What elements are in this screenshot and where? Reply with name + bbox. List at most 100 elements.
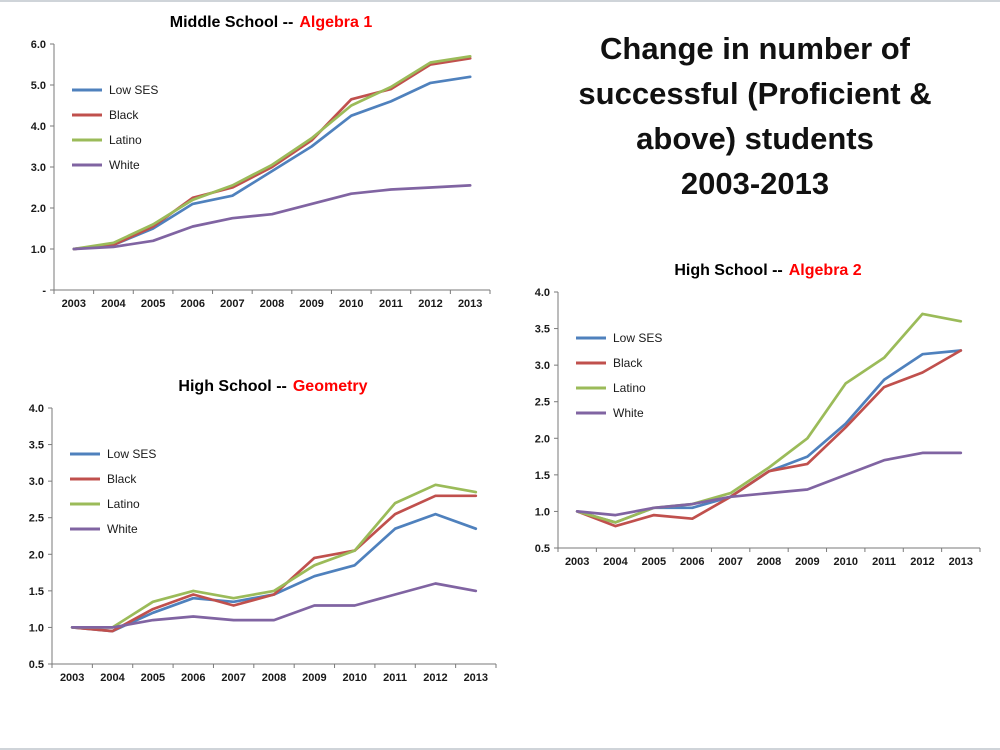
y-tick-label: 2.5 xyxy=(29,513,44,525)
chart-middle-school-algebra1: Middle School -- Algebra 1 - 1.0 2.0 3.0 4.0 5… xyxy=(8,8,500,318)
x-tick-label: 2010 xyxy=(833,556,857,568)
legend-label: Black xyxy=(613,356,643,370)
x-tick-label: 2013 xyxy=(464,672,488,684)
chart-high-school-algebra2: High School -- Algebra 2 0.5 1.0 1.5 2.0 2.5 3… xyxy=(512,256,990,576)
x-tick-label: 2004 xyxy=(100,672,125,684)
y-tick-label: 1.5 xyxy=(29,586,44,598)
x-tick-label: 2003 xyxy=(60,672,84,684)
y-tick-label: 3.0 xyxy=(29,476,44,488)
y-tick-label: 0.5 xyxy=(535,543,550,555)
y-tick-label: 3.5 xyxy=(29,440,44,452)
legend-label: Black xyxy=(107,472,137,486)
x-tick-label: 2008 xyxy=(262,672,286,684)
x-tick-label: 2011 xyxy=(379,298,403,310)
y-tick-label: 1.0 xyxy=(31,244,46,256)
legend-label: Low SES xyxy=(107,447,156,461)
series-line-low-ses xyxy=(575,349,963,524)
axes: - 1.0 2.0 3.0 4.0 5.0 6.0 2003 2004 2005 2006 2007 2… xyxy=(31,39,491,310)
legend-label: Latino xyxy=(109,133,142,147)
series-lines xyxy=(575,312,963,528)
y-tick-label: 6.0 xyxy=(31,39,46,51)
chart-title-accent: Algebra 2 xyxy=(788,262,862,279)
x-tick-label: 2006 xyxy=(181,672,205,684)
axes: 0.5 1.0 1.5 2.0 2.5 3.0 3.5 4.0 2003 2004 2005 2006… xyxy=(535,287,981,568)
main-title-line: 2003-2013 xyxy=(680,165,830,201)
y-tick-label: 0.5 xyxy=(29,659,44,671)
x-tick-label: 2007 xyxy=(221,672,245,684)
series-line-black xyxy=(575,349,963,528)
y-tick-label: 1.5 xyxy=(535,470,550,482)
x-tick-label: 2005 xyxy=(141,298,165,310)
x-tick-label: 2013 xyxy=(949,556,973,568)
chart-canvas: 0.5 1.0 1.5 2.0 2.5 3.0 3.5 4.0 2003 2004 2005 2006… xyxy=(29,403,497,684)
legend: Low SES Black Latino White xyxy=(70,447,156,536)
y-tick-label: 4.0 xyxy=(535,287,550,299)
chart-title: Middle School -- Algebra 1 xyxy=(8,8,500,36)
legend-label: Black xyxy=(109,108,139,122)
series-line-black xyxy=(72,56,472,251)
series-lines xyxy=(72,54,472,251)
chart-title-prefix: High School -- xyxy=(674,262,783,279)
y-tick-label: 2.5 xyxy=(535,397,550,409)
y-tick-label: 4.0 xyxy=(31,121,46,133)
legend-label: Latino xyxy=(107,497,140,511)
x-tick-label: 2010 xyxy=(342,672,366,684)
chart-title-prefix: Middle School -- xyxy=(169,14,294,31)
y-tick-label: 3.5 xyxy=(535,324,550,336)
x-tick-label: 2005 xyxy=(141,672,165,684)
y-tick-label: 2.0 xyxy=(535,433,550,445)
x-tick-label: 2008 xyxy=(757,556,781,568)
x-tick-label: 2011 xyxy=(872,556,896,568)
x-tick-label: 2010 xyxy=(339,298,363,310)
legend-label: Low SES xyxy=(109,83,158,97)
chart-canvas: - 1.0 2.0 3.0 4.0 5.0 6.0 2003 2004 2005 2006 2007 2… xyxy=(31,39,491,310)
x-tick-label: 2003 xyxy=(62,298,86,310)
series-line-black xyxy=(70,494,478,633)
legend-label: Low SES xyxy=(613,331,662,345)
series-line-latino xyxy=(72,54,472,251)
series-lines xyxy=(70,483,478,633)
x-tick-label: 2009 xyxy=(299,298,323,310)
main-title-line: successful (Proficient & xyxy=(578,75,932,111)
x-tick-label: 2009 xyxy=(302,672,326,684)
legend: Low SES Black Latino White xyxy=(576,331,662,420)
x-tick-label: 2004 xyxy=(101,298,126,310)
y-tick-label: 2.0 xyxy=(31,203,46,215)
series-line-white xyxy=(575,451,963,517)
legend: Low SES Black Latino White xyxy=(72,83,158,172)
chart-title-prefix: High School -- xyxy=(178,378,287,395)
y-tick-label: 3.0 xyxy=(535,360,550,372)
legend-label: White xyxy=(109,158,140,172)
legend-label: White xyxy=(613,406,644,420)
y-tick-label: 4.0 xyxy=(29,403,44,415)
x-tick-label: 2009 xyxy=(795,556,819,568)
x-tick-label: 2007 xyxy=(220,298,244,310)
legend-label: White xyxy=(107,522,138,536)
y-tick-label: - xyxy=(42,285,46,297)
x-tick-label: 2012 xyxy=(418,298,442,310)
main-title-line: above) students xyxy=(636,120,874,156)
y-tick-label: 1.0 xyxy=(535,506,550,518)
chart-high-school-geometry: High School -- Geometry 0.5 1.0 1.5 2.0 2.5 3.… xyxy=(6,372,506,692)
x-tick-label: 2007 xyxy=(718,556,742,568)
x-tick-label: 2013 xyxy=(458,298,482,310)
y-tick-label: 1.0 xyxy=(29,622,44,634)
axes: 0.5 1.0 1.5 2.0 2.5 3.0 3.5 4.0 2003 2004 2005 2006… xyxy=(29,403,497,684)
x-tick-label: 2011 xyxy=(383,672,407,684)
y-tick-label: 2.0 xyxy=(29,549,44,561)
series-line-latino xyxy=(70,483,478,629)
series-line-latino xyxy=(575,312,963,524)
chart-title-accent: Algebra 1 xyxy=(299,14,373,31)
legend-label: Latino xyxy=(613,381,646,395)
main-title: Change in number of successful (Proficie… xyxy=(535,27,975,207)
y-tick-label: 5.0 xyxy=(31,80,46,92)
x-tick-label: 2006 xyxy=(680,556,704,568)
chart-title-accent: Geometry xyxy=(292,378,368,395)
series-line-white xyxy=(70,582,478,629)
x-tick-label: 2006 xyxy=(180,298,204,310)
chart-canvas: 0.5 1.0 1.5 2.0 2.5 3.0 3.5 4.0 2003 2004 2005 2006… xyxy=(535,287,981,568)
chart-title: High School -- Algebra 2 xyxy=(512,256,990,284)
series-line-white xyxy=(72,184,472,251)
y-tick-label: 3.0 xyxy=(31,162,46,174)
